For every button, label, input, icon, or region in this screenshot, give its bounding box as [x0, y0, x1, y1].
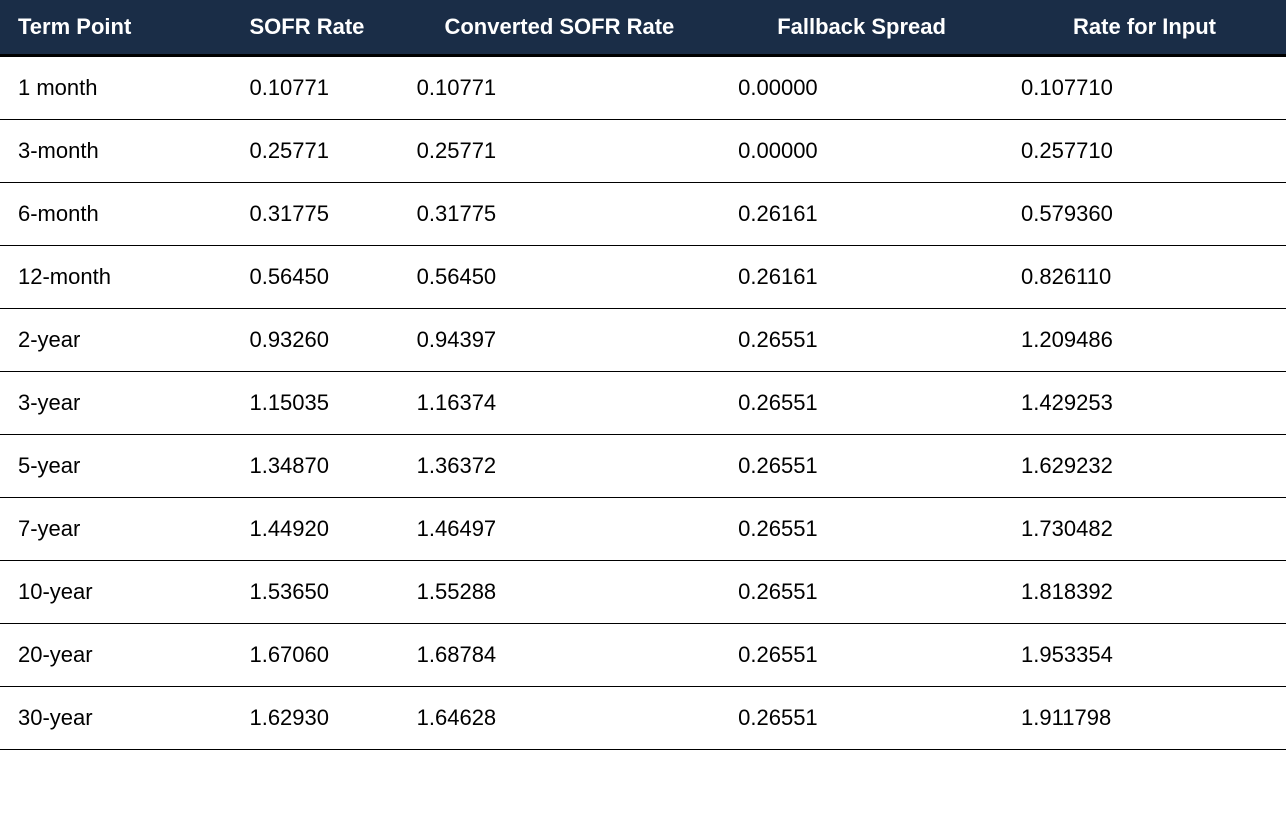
cell-term: 20-year	[0, 624, 231, 687]
cell-term: 3-year	[0, 372, 231, 435]
cell-input: 1.818392	[1003, 561, 1286, 624]
col-header-converted: Converted SOFR Rate	[399, 0, 721, 56]
cell-converted: 1.36372	[399, 435, 721, 498]
cell-fallback: 0.26551	[720, 372, 1003, 435]
cell-sofr: 0.25771	[231, 120, 398, 183]
cell-sofr: 1.15035	[231, 372, 398, 435]
table-row: 7-year 1.44920 1.46497 0.26551 1.730482	[0, 498, 1286, 561]
cell-input: 0.257710	[1003, 120, 1286, 183]
table-row: 12-month 0.56450 0.56450 0.26161 0.82611…	[0, 246, 1286, 309]
table-body: 1 month 0.10771 0.10771 0.00000 0.107710…	[0, 56, 1286, 750]
cell-sofr: 1.53650	[231, 561, 398, 624]
cell-converted: 0.31775	[399, 183, 721, 246]
table-row: 10-year 1.53650 1.55288 0.26551 1.818392	[0, 561, 1286, 624]
cell-converted: 0.25771	[399, 120, 721, 183]
cell-input: 1.209486	[1003, 309, 1286, 372]
cell-converted: 0.56450	[399, 246, 721, 309]
table-row: 20-year 1.67060 1.68784 0.26551 1.953354	[0, 624, 1286, 687]
cell-fallback: 0.26551	[720, 309, 1003, 372]
cell-sofr: 1.67060	[231, 624, 398, 687]
table-row: 1 month 0.10771 0.10771 0.00000 0.107710	[0, 56, 1286, 120]
sofr-rate-table: Term Point SOFR Rate Converted SOFR Rate…	[0, 0, 1286, 750]
cell-converted: 1.46497	[399, 498, 721, 561]
cell-fallback: 0.26551	[720, 687, 1003, 750]
cell-sofr: 0.93260	[231, 309, 398, 372]
cell-converted: 1.16374	[399, 372, 721, 435]
cell-term: 1 month	[0, 56, 231, 120]
table-row: 3-year 1.15035 1.16374 0.26551 1.429253	[0, 372, 1286, 435]
cell-fallback: 0.00000	[720, 120, 1003, 183]
cell-input: 1.429253	[1003, 372, 1286, 435]
cell-term: 6-month	[0, 183, 231, 246]
cell-input: 1.911798	[1003, 687, 1286, 750]
col-header-input: Rate for Input	[1003, 0, 1286, 56]
cell-sofr: 1.44920	[231, 498, 398, 561]
cell-sofr: 1.34870	[231, 435, 398, 498]
table-row: 30-year 1.62930 1.64628 0.26551 1.911798	[0, 687, 1286, 750]
table-row: 6-month 0.31775 0.31775 0.26161 0.579360	[0, 183, 1286, 246]
cell-term: 12-month	[0, 246, 231, 309]
cell-input: 1.629232	[1003, 435, 1286, 498]
cell-fallback: 0.26551	[720, 624, 1003, 687]
cell-fallback: 0.00000	[720, 56, 1003, 120]
cell-input: 1.730482	[1003, 498, 1286, 561]
cell-fallback: 0.26161	[720, 246, 1003, 309]
cell-converted: 1.68784	[399, 624, 721, 687]
cell-sofr: 0.31775	[231, 183, 398, 246]
cell-input: 1.953354	[1003, 624, 1286, 687]
cell-converted: 1.55288	[399, 561, 721, 624]
table-row: 3-month 0.25771 0.25771 0.00000 0.257710	[0, 120, 1286, 183]
cell-sofr: 0.56450	[231, 246, 398, 309]
cell-converted: 0.10771	[399, 56, 721, 120]
cell-term: 7-year	[0, 498, 231, 561]
cell-fallback: 0.26161	[720, 183, 1003, 246]
cell-term: 30-year	[0, 687, 231, 750]
cell-fallback: 0.26551	[720, 435, 1003, 498]
cell-converted: 1.64628	[399, 687, 721, 750]
cell-term: 2-year	[0, 309, 231, 372]
cell-term: 10-year	[0, 561, 231, 624]
cell-converted: 0.94397	[399, 309, 721, 372]
cell-term: 3-month	[0, 120, 231, 183]
table-row: 2-year 0.93260 0.94397 0.26551 1.209486	[0, 309, 1286, 372]
cell-input: 0.107710	[1003, 56, 1286, 120]
cell-input: 0.579360	[1003, 183, 1286, 246]
table-header-row: Term Point SOFR Rate Converted SOFR Rate…	[0, 0, 1286, 56]
col-header-fallback: Fallback Spread	[720, 0, 1003, 56]
cell-fallback: 0.26551	[720, 561, 1003, 624]
cell-fallback: 0.26551	[720, 498, 1003, 561]
col-header-term: Term Point	[0, 0, 231, 56]
cell-sofr: 1.62930	[231, 687, 398, 750]
col-header-sofr: SOFR Rate	[231, 0, 398, 56]
table-row: 5-year 1.34870 1.36372 0.26551 1.629232	[0, 435, 1286, 498]
cell-term: 5-year	[0, 435, 231, 498]
cell-input: 0.826110	[1003, 246, 1286, 309]
cell-sofr: 0.10771	[231, 56, 398, 120]
